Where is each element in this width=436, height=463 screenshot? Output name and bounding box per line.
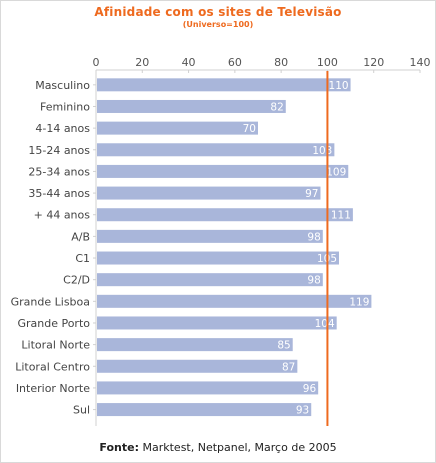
bar [97, 99, 286, 113]
category-label: 15-24 anos [28, 144, 90, 157]
category-label: Grande Porto [17, 317, 90, 330]
value-label: 119 [349, 296, 369, 308]
category-label: Feminino [40, 100, 90, 113]
bar [97, 381, 319, 395]
value-label: 98 [307, 231, 320, 243]
value-label: 96 [303, 383, 317, 395]
category-label: A/B [71, 230, 90, 243]
value-label: 111 [331, 210, 351, 222]
x-tick-label: 20 [135, 56, 149, 69]
bar [97, 208, 353, 222]
bar [97, 229, 323, 243]
value-label: 109 [326, 166, 346, 178]
chart-subtitle: (Universo=100) [182, 20, 254, 29]
x-tick-label: 0 [93, 56, 100, 69]
value-label: 93 [296, 405, 309, 417]
bar [97, 251, 339, 265]
bar [97, 359, 298, 373]
category-label: 35-44 anos [28, 187, 90, 200]
source-text: Marktest, Netpanel, Março de 2005 [142, 441, 337, 454]
category-label: 4-14 anos [35, 122, 90, 135]
value-label: 87 [282, 361, 295, 373]
bar [97, 121, 258, 135]
x-tick-label: 120 [363, 56, 384, 69]
category-label: Masculino [35, 79, 90, 92]
bar [97, 186, 321, 200]
x-tick-label: 140 [410, 56, 431, 69]
source-label: Fonte: [99, 441, 139, 454]
source-note: Fonte: Marktest, Netpanel, Março de 2005 [0, 441, 436, 454]
x-tick-label: 40 [182, 56, 196, 69]
category-label: Litoral Centro [15, 360, 90, 373]
chart-title: Afinidade com os sites de Televisão [94, 5, 342, 19]
bar [97, 273, 323, 287]
category-label: Sul [73, 404, 90, 417]
value-label: 85 [277, 340, 290, 352]
value-label: 104 [315, 318, 335, 330]
bar [97, 164, 349, 178]
bar [97, 294, 372, 308]
bar [97, 316, 337, 330]
category-label: + 44 anos [34, 209, 91, 222]
value-label: 97 [305, 188, 318, 200]
category-label: C2/D [63, 274, 90, 287]
bar [97, 403, 312, 417]
value-label: 103 [312, 145, 332, 157]
x-tick-label: 80 [274, 56, 288, 69]
bar [97, 338, 293, 352]
x-tick-label: 60 [228, 56, 242, 69]
value-label: 70 [243, 123, 256, 135]
category-label: C1 [75, 252, 90, 265]
bar [97, 143, 335, 157]
category-label: Litoral Norte [21, 339, 90, 352]
category-label: 25-34 anos [28, 165, 90, 178]
value-label: 110 [329, 80, 349, 92]
bar [97, 78, 351, 92]
category-label: Grande Lisboa [11, 295, 90, 308]
value-label: 98 [307, 275, 320, 287]
x-tick-label: 100 [317, 56, 338, 69]
value-label: 82 [270, 101, 283, 113]
category-label: Interior Norte [16, 382, 90, 395]
